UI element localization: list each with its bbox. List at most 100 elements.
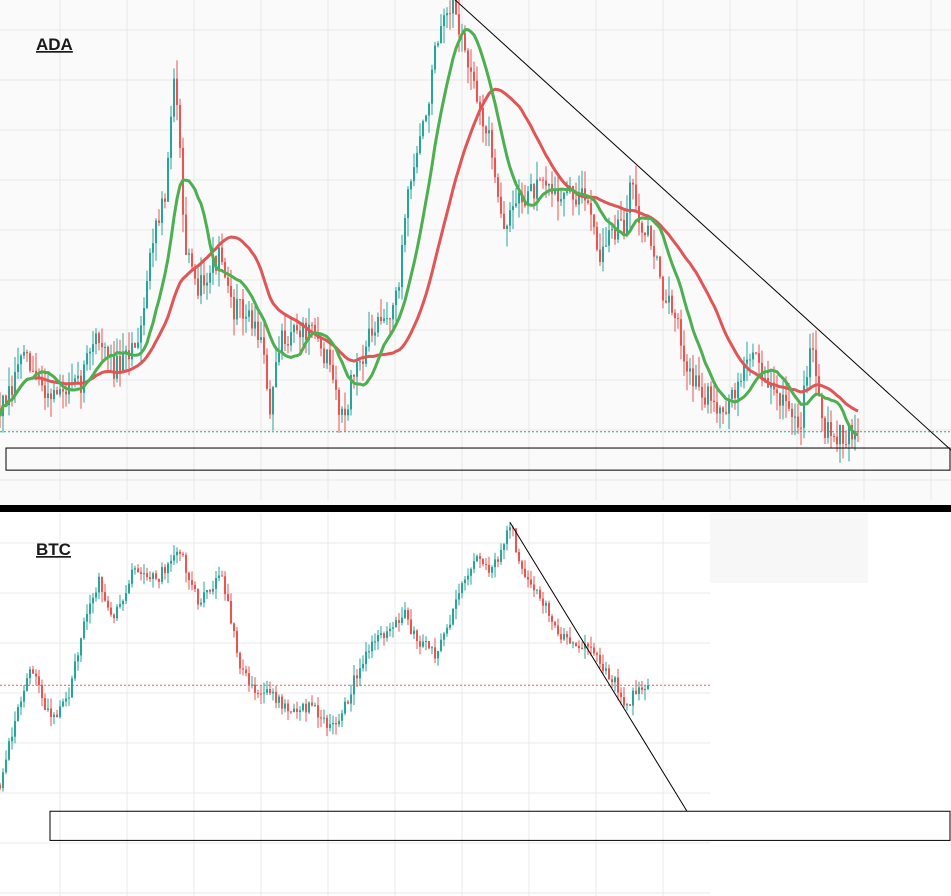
btc-candle-body <box>329 724 331 728</box>
btc-candle-body <box>167 563 169 574</box>
ada-candle-body <box>431 69 433 104</box>
btc-candle-body <box>221 575 223 577</box>
ada-candle-body <box>794 416 796 418</box>
ada-candle-body <box>314 324 316 335</box>
btc-candle-body <box>509 527 511 531</box>
btc-candle-body <box>170 560 172 564</box>
btc-candle-body <box>569 637 571 644</box>
ada-candle-body <box>554 190 556 194</box>
btc-candle-body <box>290 711 292 713</box>
btc-candle-body <box>452 608 454 625</box>
btc-candle-body <box>428 640 430 649</box>
btc-candle-body <box>500 549 502 562</box>
btc-candle-body <box>224 576 226 595</box>
ada-candle-body <box>251 310 253 329</box>
ada-candle-body <box>230 285 232 297</box>
btc-title: BTC <box>36 540 71 559</box>
ada-candle-body <box>626 212 628 236</box>
ada-candle-body <box>515 203 517 207</box>
ada-candle-body <box>122 351 124 371</box>
btc-candle-body <box>194 584 196 589</box>
btc-candle-body <box>377 635 379 642</box>
ada-candle-body <box>176 78 178 106</box>
ada-candle-body <box>137 342 139 348</box>
ada-candle-body <box>827 422 829 438</box>
ada-candle-body <box>140 325 142 343</box>
btc-candle-body <box>461 583 463 594</box>
ada-candle-body <box>62 389 64 392</box>
btc-candle-body <box>341 713 343 721</box>
btc-candle-body <box>464 579 466 584</box>
ada-candle-body <box>47 393 49 398</box>
btc-candle-body <box>188 572 190 581</box>
ada-candle-body <box>362 361 364 364</box>
btc-candle-body <box>281 696 283 709</box>
ada-candle-body <box>638 206 640 223</box>
ada-candle-body <box>857 431 859 433</box>
ada-candle-body <box>299 330 301 338</box>
ada-candle-body <box>722 407 724 413</box>
ada-candle-body <box>308 324 310 341</box>
btc-candle-body <box>83 621 85 639</box>
btc-candle-body <box>200 602 202 605</box>
ada-candle-body <box>785 394 787 402</box>
btc-candle-body <box>584 643 586 649</box>
ada-candle-body <box>113 355 115 379</box>
btc-trendline <box>509 522 688 812</box>
ada-candle-body <box>665 300 667 303</box>
ada-candle-body <box>323 348 325 364</box>
ada-candle-body <box>683 345 685 362</box>
ada-candle-body <box>95 333 97 345</box>
ada-candle-body <box>14 371 16 395</box>
btc-candle-body <box>26 678 28 691</box>
ada-candle-body <box>689 368 691 372</box>
btc-candles <box>0 522 649 792</box>
btc-candle-body <box>8 741 10 760</box>
ada-candle-body <box>374 332 376 336</box>
btc-candle-body <box>197 588 199 605</box>
btc-candle-body <box>164 567 166 574</box>
ada-candle-body <box>209 272 211 283</box>
ada-candle-body <box>305 322 307 341</box>
btc-candle-body <box>113 614 115 619</box>
btc-candle-body <box>23 690 25 702</box>
ada-candle-body <box>77 375 79 379</box>
btc-candle-body <box>557 625 559 635</box>
ada-candle-body <box>398 287 400 291</box>
ada-candle-body <box>311 324 313 326</box>
btc-candle-body <box>629 704 631 706</box>
btc-candle-body <box>389 628 391 632</box>
btc-candle-body <box>227 594 229 601</box>
ada-candle-body <box>560 199 562 202</box>
btc-candle-body <box>20 701 22 708</box>
ada-candle-body <box>605 245 607 247</box>
ada-candle-body <box>236 299 238 320</box>
ada-candle-body <box>470 67 472 72</box>
ada-candle-body <box>710 386 712 401</box>
btc-candle-body <box>563 633 565 640</box>
ada-candle-body <box>587 200 589 204</box>
btc-candle-body <box>425 640 427 642</box>
btc-candle-body <box>380 633 382 636</box>
ada-candle-body <box>65 391 67 395</box>
ada-candle-body <box>44 385 46 398</box>
btc-candle-body <box>32 669 34 674</box>
ada-candle-body <box>491 130 493 158</box>
btc-candle-body <box>641 687 643 690</box>
ada-candle-body <box>635 184 637 207</box>
ada-candle-body <box>275 362 277 388</box>
ada-candle-body <box>506 225 508 229</box>
ada-candle-body <box>359 361 361 363</box>
ada-candle-body <box>380 316 382 322</box>
ada-candle-body <box>545 180 547 186</box>
btc-candle-body <box>305 703 307 713</box>
btc-candle-body <box>206 590 208 593</box>
ada-candle-body <box>653 245 655 257</box>
btc-candle-body <box>272 691 274 694</box>
ada-candle-body <box>269 388 271 415</box>
ada-candle-body <box>344 408 346 416</box>
ada-plot-background <box>0 0 951 505</box>
btc-candle-body <box>539 589 541 599</box>
btc-candle-body <box>542 598 544 606</box>
ada-candle-body <box>410 181 412 190</box>
